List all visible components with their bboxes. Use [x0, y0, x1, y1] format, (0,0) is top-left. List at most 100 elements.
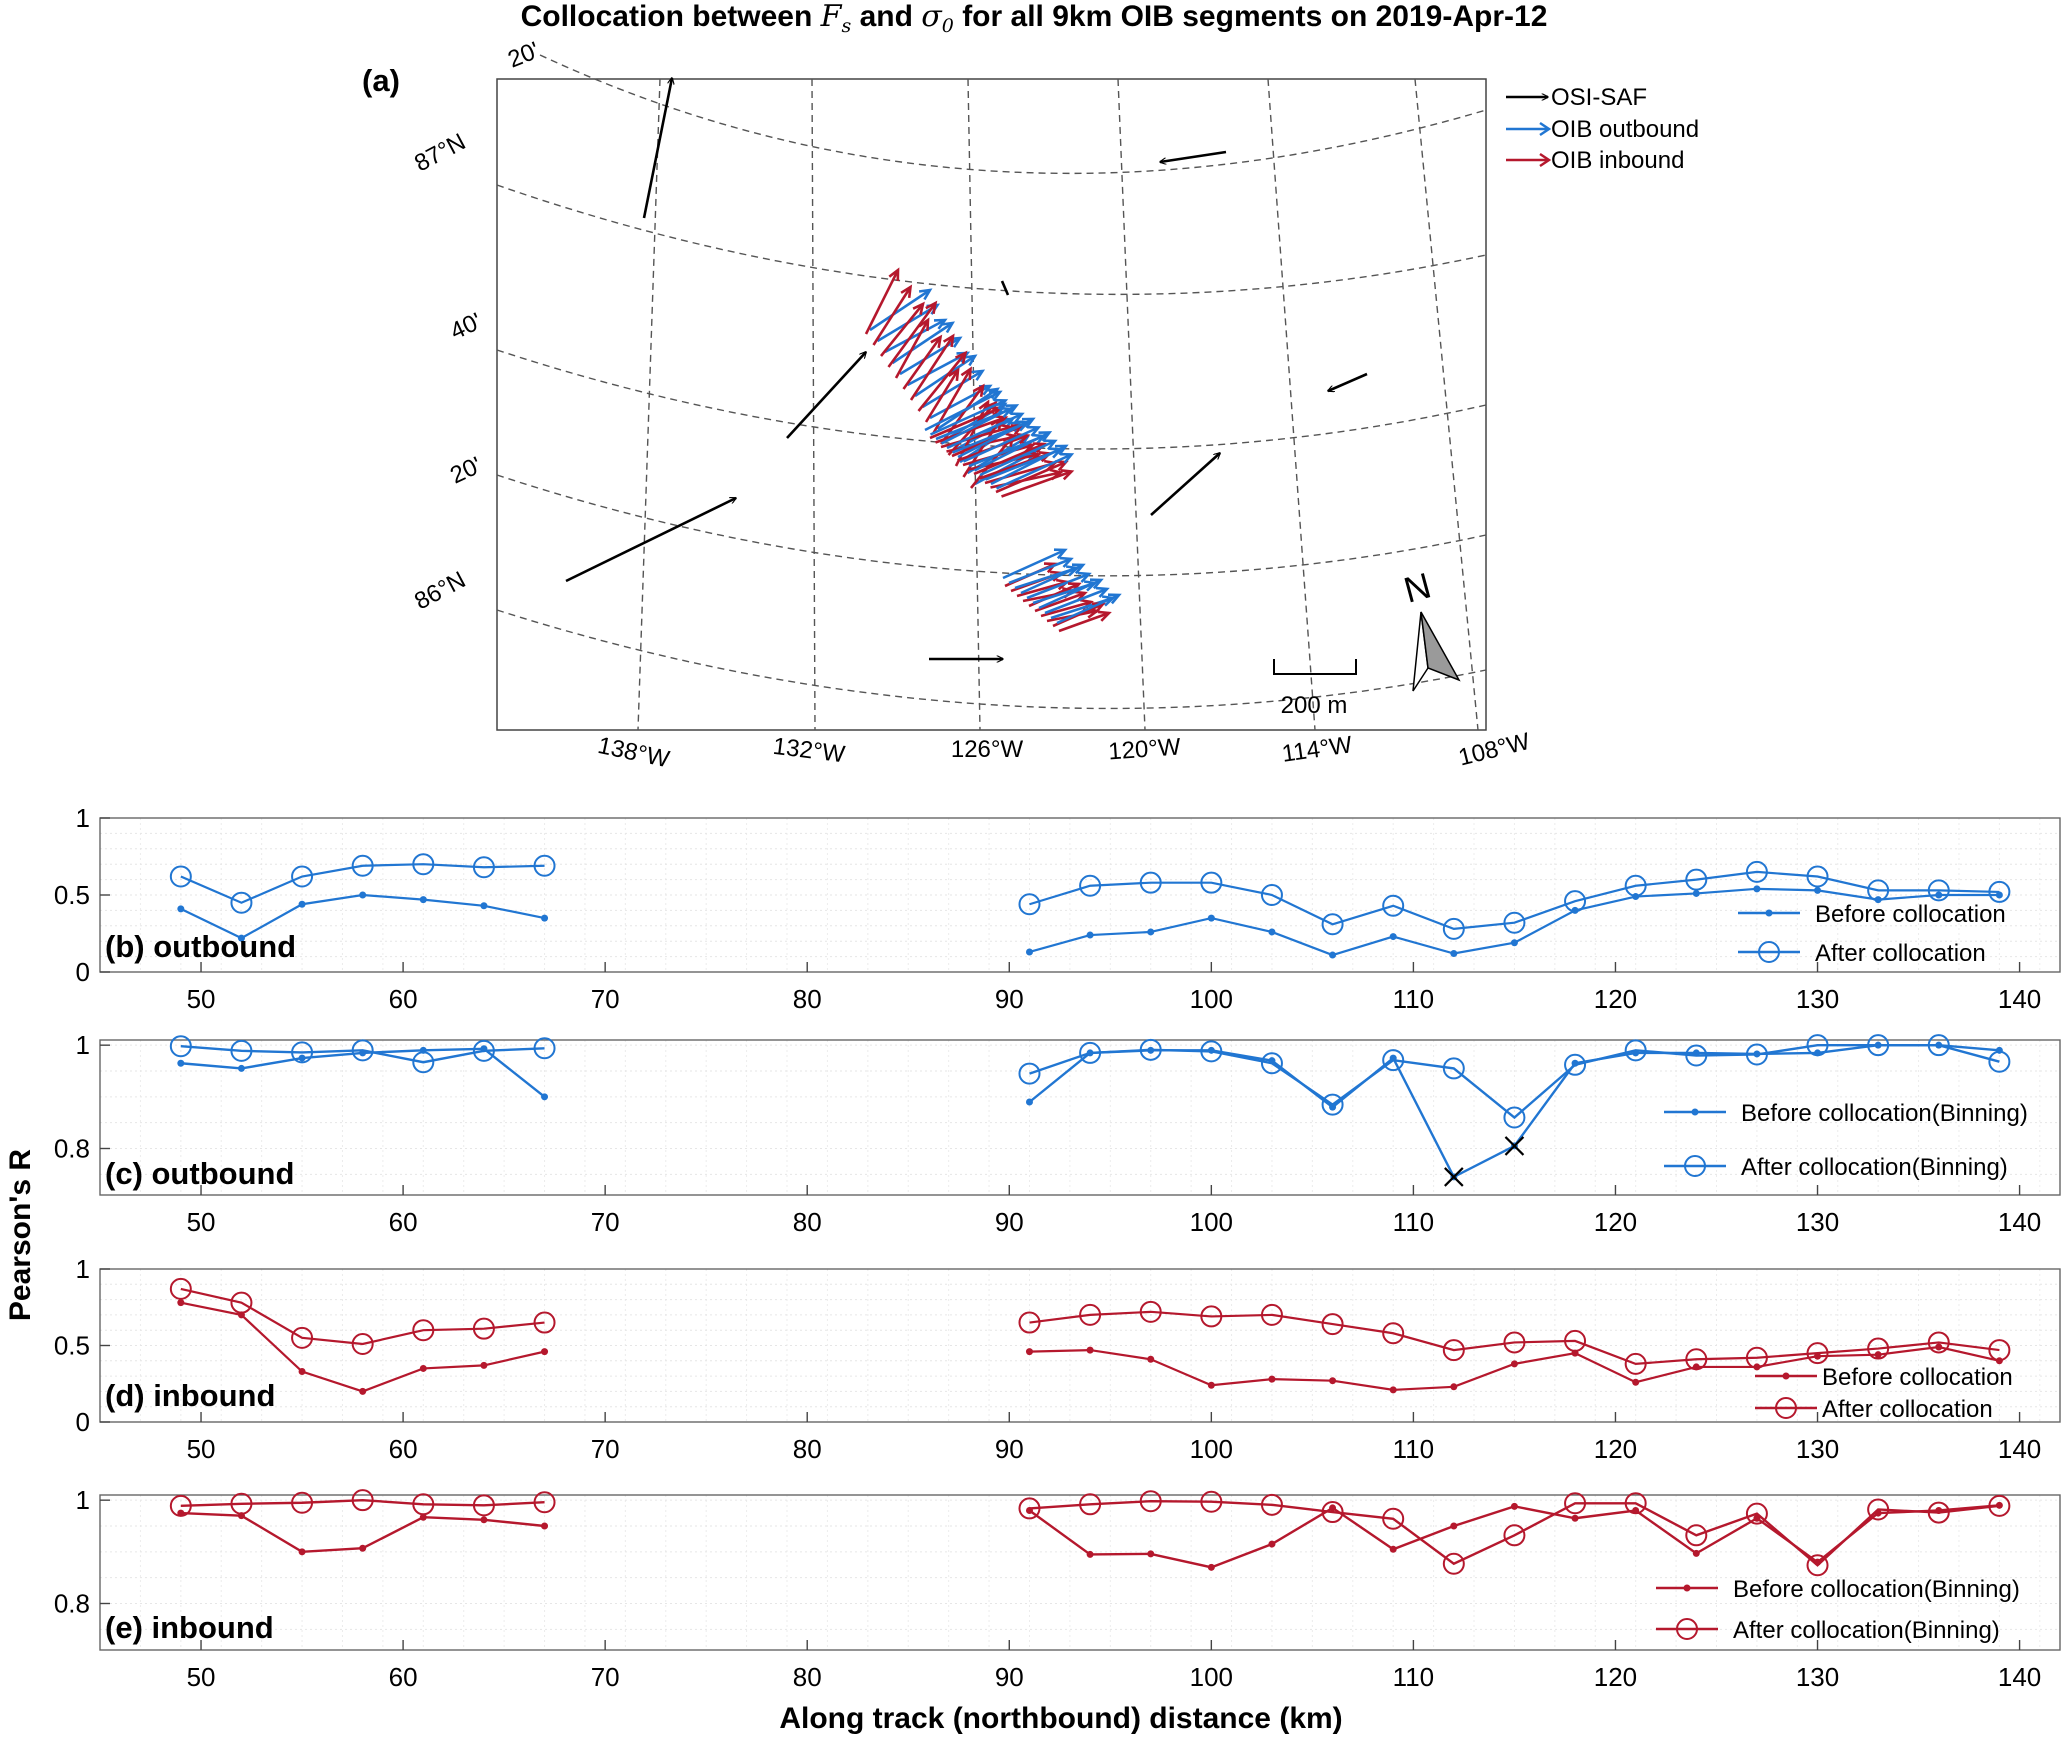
point-after — [1806, 1342, 1829, 1365]
point-before — [419, 1513, 427, 1521]
legend-oib-outbound-head — [1539, 121, 1552, 137]
x-tick-label: 50 — [187, 1662, 216, 1692]
point-after — [1503, 1524, 1526, 1547]
point-before — [1207, 1381, 1215, 1389]
series-line-after — [1029, 870, 2000, 931]
point-before — [298, 1548, 306, 1556]
point-after — [230, 1492, 253, 1515]
point-before — [1389, 1545, 1397, 1553]
lat-label: 87°N — [410, 128, 470, 177]
point-before — [480, 1361, 488, 1369]
lat-label: 40' — [446, 308, 486, 346]
point-after — [1927, 1331, 1950, 1354]
point-after — [1503, 1331, 1526, 1354]
point-after — [1321, 1501, 1344, 1524]
oib-arrow — [990, 444, 1069, 486]
point-before — [1086, 1346, 1094, 1354]
panel-b-gridlines — [99, 817, 2060, 973]
point-before — [1632, 1049, 1640, 1057]
oib-arrow — [973, 431, 1053, 472]
x-tick-label: 90 — [995, 1207, 1024, 1237]
y-axis-label: Pearson's R — [4, 1149, 37, 1322]
x-tick-label: 80 — [793, 1434, 822, 1464]
panel-c-label: (c) outbound — [105, 1156, 294, 1191]
x-tick-label: 120 — [1594, 1207, 1637, 1237]
panel-d-gridlines — [99, 1268, 2060, 1423]
point-after — [1200, 871, 1223, 894]
point-after — [1018, 893, 1041, 916]
point-after — [169, 1494, 192, 1517]
panel-e-label: (e) inbound — [105, 1610, 274, 1645]
oib-arrow — [921, 369, 986, 409]
point-before — [1025, 1098, 1033, 1106]
oib-vectors — [864, 267, 1122, 633]
point-after — [1685, 868, 1708, 891]
point-before — [1025, 1348, 1033, 1356]
y-tick-label: 1 — [76, 803, 90, 833]
point-before — [298, 900, 306, 908]
point-after — [1321, 913, 1344, 936]
point-after — [1503, 1106, 1526, 1129]
point-before — [1389, 1054, 1397, 1062]
point-before — [1753, 885, 1761, 893]
point-after — [351, 1489, 374, 1512]
point-before — [1086, 931, 1094, 939]
point-after — [1564, 890, 1587, 913]
point-after — [1927, 1501, 1950, 1524]
point-before — [298, 1054, 306, 1062]
oib-arrow — [1002, 548, 1068, 580]
x-tick-label: 120 — [1594, 1662, 1637, 1692]
point-after — [1200, 1490, 1223, 1513]
point-after — [1624, 1352, 1647, 1375]
point-before — [1268, 1375, 1276, 1383]
point-before — [1329, 951, 1337, 959]
panel-e-ticks: 50 60 70 80 90 100 110 120 130 140 0.8 1 — [54, 1485, 2041, 1692]
oib-arrow — [887, 300, 938, 368]
y-tick-label: 0.8 — [54, 1134, 90, 1164]
x-tick-label: 130 — [1796, 1662, 1839, 1692]
point-after — [1260, 1052, 1283, 1075]
meridian-line — [1414, 78, 1479, 731]
oib-arrow — [894, 317, 930, 379]
point-after — [1867, 1337, 1890, 1360]
point-after — [351, 854, 374, 877]
map-panel: (a) 20' 87°N 40' 20' 86°N 138°W 132°W 12… — [362, 37, 1699, 774]
x-tick-label: 80 — [793, 1207, 822, 1237]
osi-saf-arrow — [1328, 372, 1368, 391]
panel-c-marks — [169, 1034, 2011, 1187]
point-before — [1207, 914, 1215, 922]
point-before — [1329, 1504, 1337, 1512]
oib-arrow — [1026, 571, 1092, 600]
point-after — [1564, 1492, 1587, 1515]
point-before — [1935, 1343, 1943, 1351]
point-before — [1874, 1041, 1882, 1049]
x-tick-label: 90 — [995, 984, 1024, 1014]
point-after — [1442, 1339, 1465, 1362]
x-tick-label: 110 — [1393, 1434, 1434, 1464]
x-tick-label: 60 — [389, 1207, 418, 1237]
point-before — [1874, 1351, 1882, 1359]
x-tick-label: 140 — [1998, 984, 2041, 1014]
point-before — [1147, 1550, 1155, 1558]
legend-marker-before — [1782, 1372, 1790, 1380]
point-before — [1086, 1550, 1094, 1558]
point-after — [1139, 1300, 1162, 1323]
point-before — [1692, 1049, 1700, 1057]
oib-arrow — [1044, 586, 1110, 615]
x-tick-label: 70 — [591, 1434, 620, 1464]
point-after — [412, 1319, 435, 1342]
point-after — [1018, 1311, 1041, 1334]
oib-arrow — [891, 321, 955, 365]
point-before — [1268, 1057, 1276, 1065]
oib-arrow — [946, 412, 1025, 450]
x-tick-label: 110 — [1393, 1662, 1434, 1692]
point-before — [480, 1045, 488, 1053]
point-before — [1268, 928, 1276, 936]
x-tick-label: 70 — [591, 1207, 620, 1237]
y-tick-label: 0 — [76, 1407, 90, 1437]
oib-arrow — [902, 334, 943, 390]
lat-label: 20' — [446, 452, 486, 490]
point-after — [1321, 1093, 1344, 1116]
point-after — [291, 865, 314, 888]
panel-e-frame — [99, 1494, 2061, 1651]
